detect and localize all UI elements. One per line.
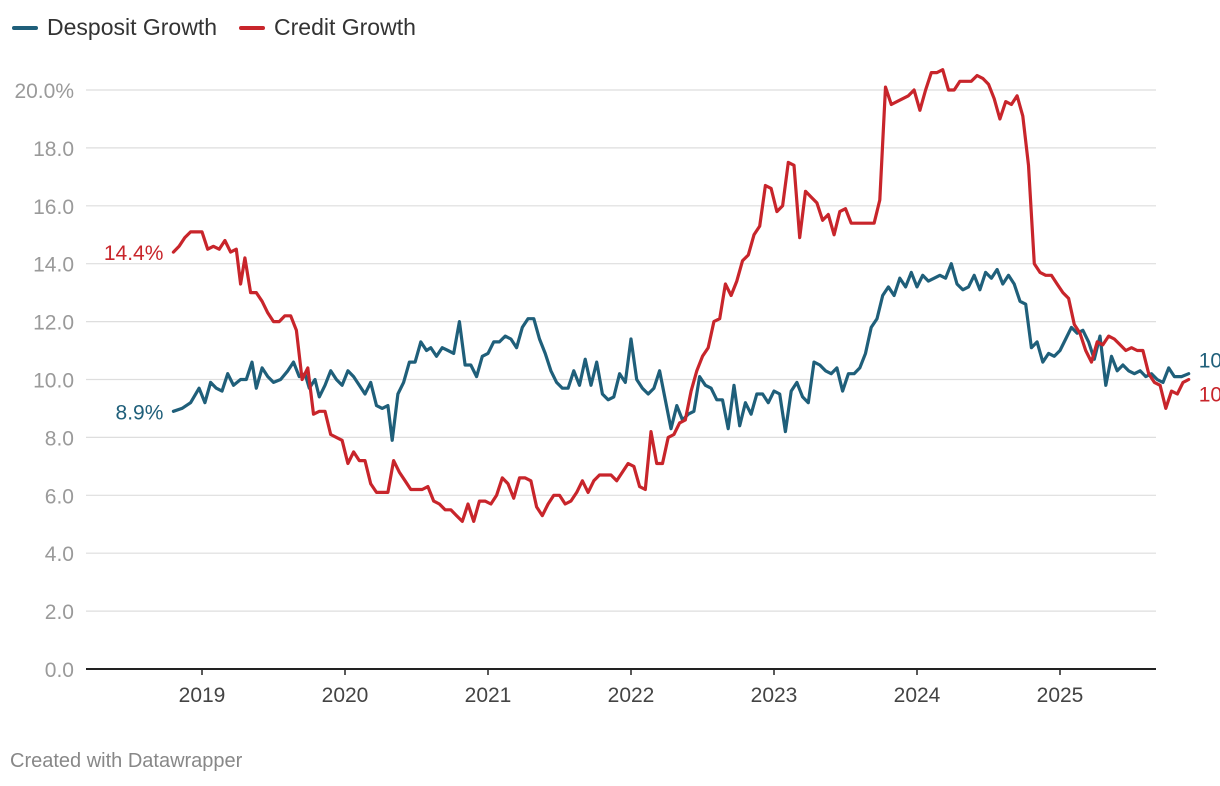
x-tick-label: 2023 [751,684,798,707]
legend-item-credit-growth: Credit Growth [239,14,416,41]
footer-credit: Created with Datawrapper [10,750,243,772]
y-tick-label: 4.0 [45,543,74,566]
y-tick-label: 8.0 [45,427,74,450]
deposit-start-label: 8.9% [116,401,164,424]
y-tick-label: 10.0 [33,370,74,393]
legend-item-deposit-growth: Desposit Growth [12,14,217,41]
credit-growth-line [171,68,1191,523]
x-tick-label: 2020 [322,684,369,707]
y-tick-label: 16.0 [33,196,74,219]
y-tick-label: 14.0 [33,254,74,277]
x-tick-label: 2022 [608,684,655,707]
deposit-end-label: 10.2% [1199,350,1220,373]
legend-swatch-credit [239,25,266,30]
x-tick-label: 2025 [1037,684,1084,707]
legend-swatch-deposit [12,25,38,30]
x-tick-label: 2021 [465,684,512,707]
credit-start-label: 14.4% [104,242,164,265]
y-tick-label: 12.0 [33,312,74,335]
legend-label-deposit: Desposit Growth [47,14,218,40]
chart-legend: Desposit Growth Credit Growth [12,14,416,41]
y-tick-label: 18.0 [33,138,74,161]
y-tick-label: 20.0% [14,80,74,103]
y-tick-label: 6.0 [45,485,74,508]
credit-end-label: 10.0% [1199,384,1220,407]
x-tick-label: 2019 [179,684,226,707]
y-tick-label: 0.0 [45,659,74,682]
legend-label-credit: Credit Growth [274,14,416,40]
y-tick-label: 2.0 [45,601,74,624]
x-tick-label: 2024 [894,684,941,707]
